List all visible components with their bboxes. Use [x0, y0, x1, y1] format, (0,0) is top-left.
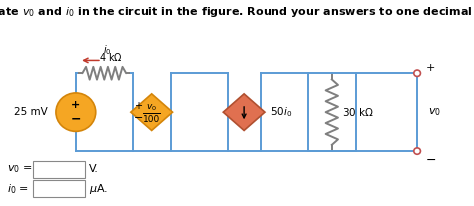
Text: $i_0$ =: $i_0$ = [7, 182, 29, 195]
Text: 50$i_0$: 50$i_0$ [270, 105, 292, 119]
Text: $i_0$: $i_0$ [103, 43, 111, 57]
Circle shape [414, 148, 420, 154]
FancyBboxPatch shape [33, 161, 85, 178]
Text: 100: 100 [143, 115, 160, 124]
Polygon shape [131, 94, 173, 130]
Text: +: + [135, 101, 142, 111]
Circle shape [414, 70, 420, 76]
Text: $\mu$A.: $\mu$A. [89, 182, 108, 196]
Text: $v_0$ =: $v_0$ = [7, 164, 33, 175]
Text: V.: V. [89, 164, 99, 174]
Text: −: − [134, 113, 143, 123]
Text: $v_0$: $v_0$ [146, 102, 157, 113]
Text: Calculate $v_0$ and $i_0$ in the circuit in the figure. Round your answers to on: Calculate $v_0$ and $i_0$ in the circuit… [0, 6, 474, 20]
Text: 30 k$\Omega$: 30 k$\Omega$ [342, 106, 374, 118]
Text: −: − [71, 113, 81, 126]
Text: 25 mV: 25 mV [14, 107, 47, 117]
Text: +: + [426, 63, 435, 73]
Circle shape [56, 93, 96, 131]
FancyBboxPatch shape [33, 180, 85, 197]
Text: +: + [71, 100, 81, 110]
Text: 4 k$\Omega$: 4 k$\Omega$ [100, 51, 123, 63]
Text: $v_0$: $v_0$ [428, 106, 440, 118]
Polygon shape [223, 94, 265, 130]
Text: −: − [426, 154, 436, 167]
